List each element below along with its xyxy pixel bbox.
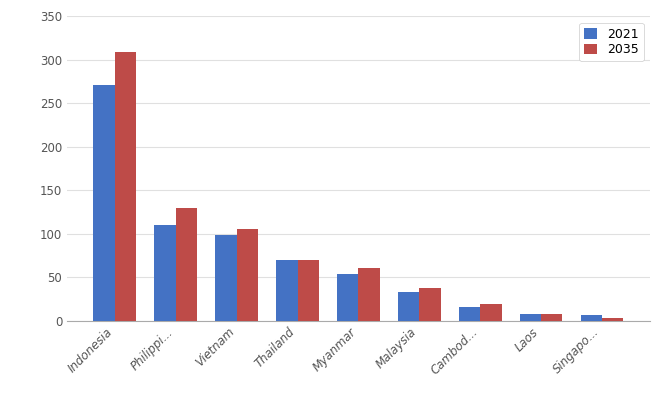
Bar: [154, 225, 176, 321]
Bar: [215, 236, 237, 321]
Bar: [276, 260, 297, 321]
Bar: [541, 314, 563, 321]
Bar: [398, 292, 419, 321]
Bar: [297, 260, 319, 321]
Bar: [459, 307, 480, 321]
Bar: [480, 304, 502, 321]
Bar: [337, 274, 358, 321]
Bar: [115, 52, 136, 321]
Bar: [358, 268, 380, 321]
Bar: [176, 208, 197, 321]
Bar: [581, 315, 602, 321]
Bar: [237, 229, 258, 321]
Bar: [94, 85, 115, 321]
Legend: 2021, 2035: 2021, 2035: [580, 23, 644, 61]
Bar: [602, 318, 623, 321]
Bar: [419, 289, 441, 321]
Bar: [520, 314, 541, 321]
